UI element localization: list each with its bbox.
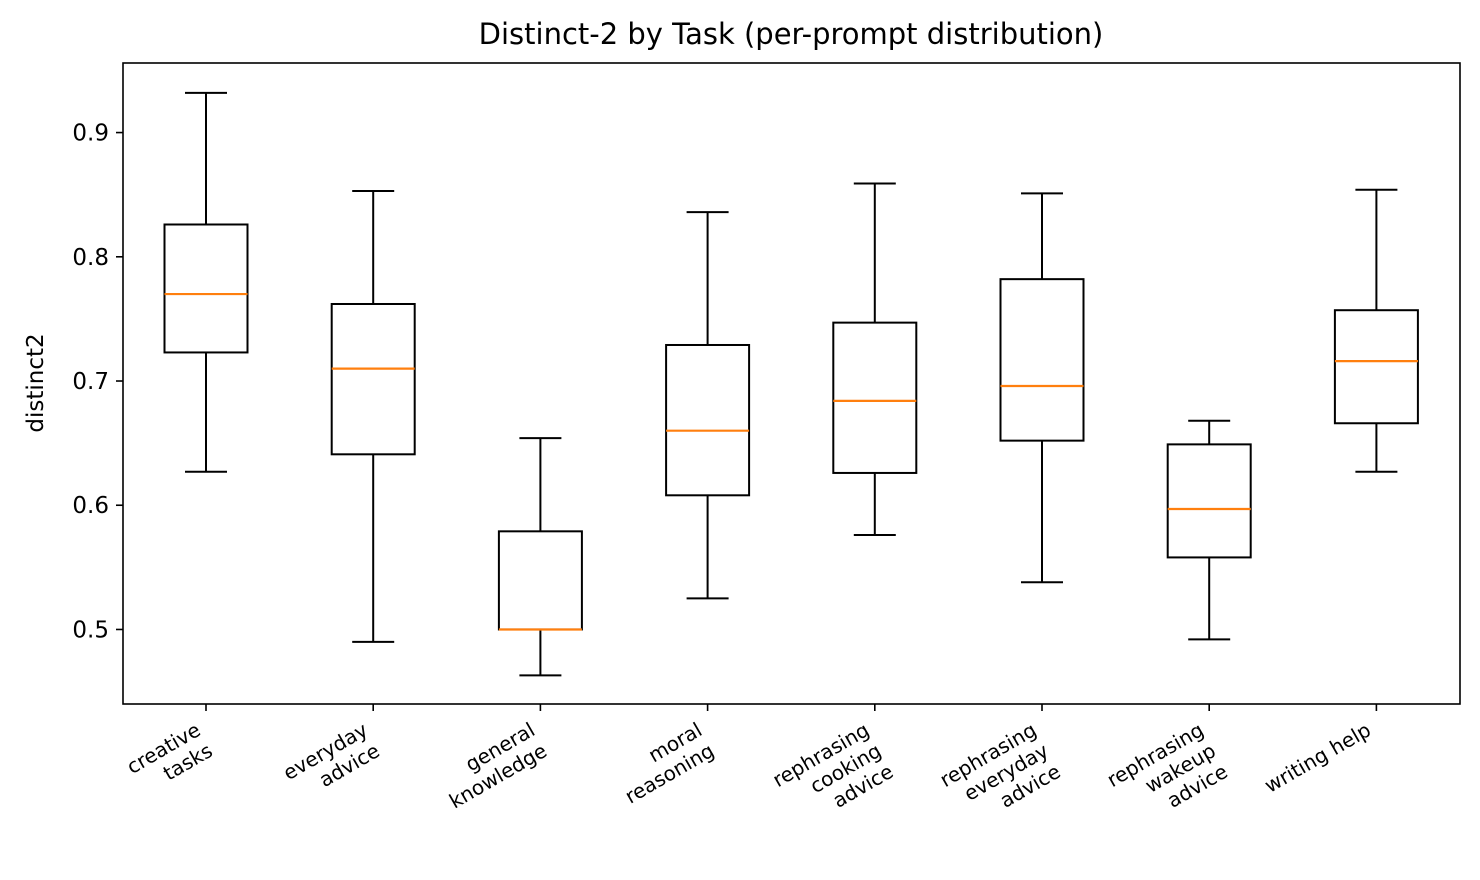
x-tick-label: rephrasingwakeupadvice: [1103, 718, 1232, 834]
y-axis-label: distinct2: [23, 333, 49, 432]
y-tick-label: 0.7: [72, 369, 109, 395]
y-tick-label: 0.9: [72, 121, 109, 147]
box-group: [1333, 188, 1419, 473]
y-tick-label: 0.6: [72, 493, 109, 519]
x-tick-label: writing help: [1260, 718, 1375, 798]
iqr-box: [1166, 443, 1252, 559]
x-tick-label: everydayadvice: [279, 717, 384, 805]
plot-frame: [122, 62, 1461, 705]
x-tick-label: rephrasingeverydayadvice: [936, 717, 1065, 833]
box-group: [665, 211, 751, 600]
x-tick-label: generalknowledge: [433, 718, 551, 814]
iqr-box: [832, 321, 918, 474]
iqr-box: [999, 278, 1085, 442]
iqr-box: [497, 530, 583, 631]
boxes: [163, 91, 1419, 677]
x-tick-label: creativetasks: [122, 718, 216, 800]
box-group: [163, 91, 249, 473]
y-tick-label: 0.5: [72, 617, 109, 643]
iqr-box: [163, 223, 249, 354]
box-group: [497, 437, 583, 677]
x-tick-label: moralreasoning: [609, 718, 718, 809]
iqr-box: [330, 302, 416, 456]
chart-title: Distinct-2 by Task (per-prompt distribut…: [479, 17, 1104, 51]
iqr-box: [1333, 309, 1419, 425]
x-tick-label: rephrasingcookingadvice: [768, 718, 897, 834]
box-group: [330, 189, 416, 643]
x-tick-label-line: writing help: [1260, 718, 1375, 798]
box-group: [999, 192, 1085, 584]
box-group: [832, 182, 918, 537]
iqr-box: [665, 343, 751, 497]
y-tick-label: 0.8: [72, 245, 109, 271]
box-group: [1166, 419, 1252, 641]
